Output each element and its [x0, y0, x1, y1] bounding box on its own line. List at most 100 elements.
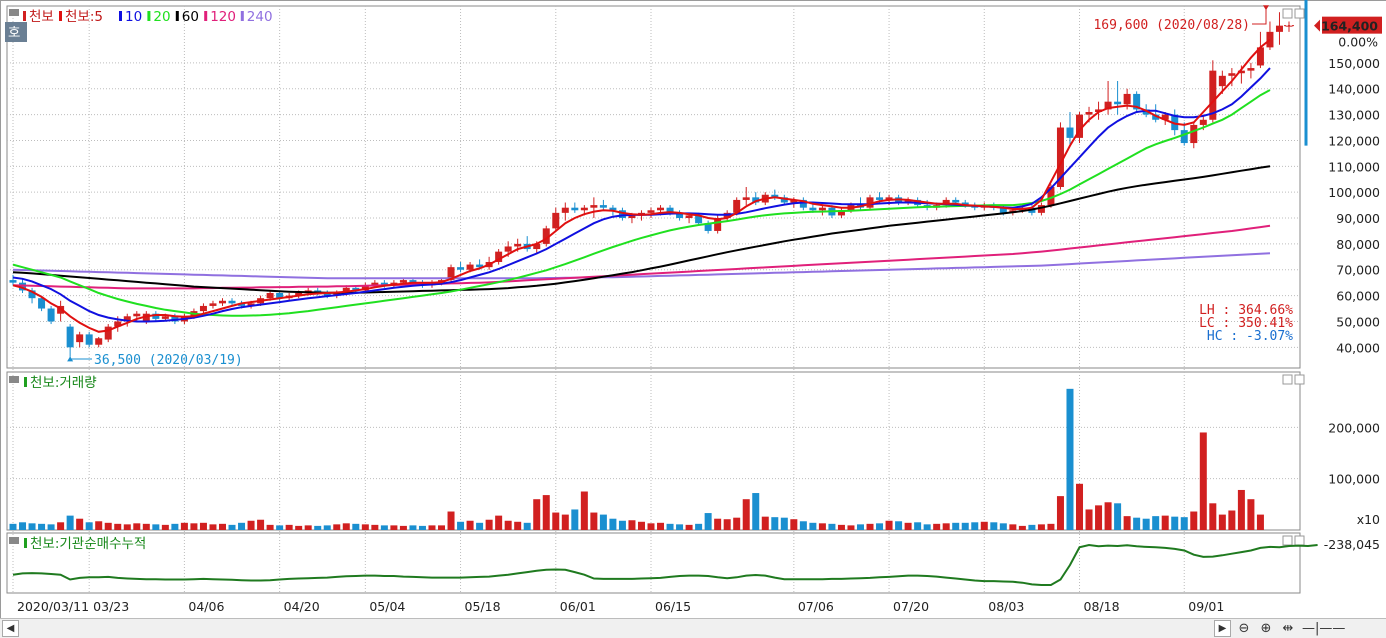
- volume-bar: [1180, 517, 1188, 530]
- legend-swatch: [59, 11, 62, 21]
- zoom-out-icon[interactable]: ⊖: [1238, 621, 1250, 636]
- volume-bar: [561, 514, 569, 530]
- candle-body: [866, 197, 874, 208]
- horizontal-scrollbar[interactable]: ◀ ▶ ⊖ ⊕ ⇹ —|——: [0, 618, 1386, 638]
- institution-panel-frame: [6, 532, 1301, 594]
- volume-bar: [952, 522, 960, 530]
- candle-body: [276, 293, 284, 299]
- date-tick-label: 09/01: [1188, 599, 1224, 614]
- candle: [104, 324, 112, 343]
- date-tick-label: 05/04: [369, 599, 405, 614]
- ma-20-line: [12, 89, 1271, 317]
- candle-body: [161, 316, 169, 319]
- candle: [542, 225, 550, 247]
- low-marker-arrow: [67, 356, 74, 362]
- candle-body: [199, 305, 207, 312]
- volume-bar: [1228, 510, 1236, 530]
- volume-bar: [1142, 518, 1150, 530]
- candle: [837, 207, 845, 219]
- date-tick-label: 04/20: [284, 599, 320, 614]
- candle: [1285, 21, 1293, 32]
- volume-bar: [380, 525, 388, 530]
- candle: [1171, 109, 1179, 136]
- candle-body: [457, 267, 465, 270]
- zoom-in-icon[interactable]: ⊕: [1260, 621, 1272, 636]
- volume-bar: [399, 525, 407, 530]
- high-marker-leader: [1252, 9, 1267, 25]
- current-price-box: [1322, 16, 1382, 34]
- period-icon[interactable]: ⇹: [1282, 621, 1294, 636]
- legend-entry: 60: [182, 9, 199, 25]
- candle-body: [399, 280, 407, 283]
- scroll-left-button[interactable]: ◀: [2, 620, 19, 637]
- legend-entry: 천보:5: [65, 9, 103, 25]
- high-marker-label: 169,600 (2020/08/28): [1093, 18, 1250, 33]
- volume-bar: [57, 522, 65, 530]
- volume-bar: [142, 523, 150, 530]
- volume-bar: [961, 522, 969, 530]
- volume-bar: [790, 519, 798, 530]
- candle-body: [323, 293, 331, 296]
- volume-bar: [428, 525, 436, 530]
- ma-10-line: [12, 67, 1271, 323]
- candle-body: [409, 280, 417, 283]
- volume-bar: [818, 523, 826, 530]
- candle-body: [533, 243, 541, 250]
- stock-chart[interactable]: 천보 천보:5 10 20 60 120 240 호 150,000 140,000 130,000…: [0, 0, 1386, 618]
- restore-icon: [1282, 535, 1293, 546]
- candle: [1152, 104, 1160, 123]
- candle: [752, 192, 760, 206]
- date-tick-label: 08/18: [1084, 599, 1120, 614]
- date-tick-label: 06/15: [655, 599, 691, 614]
- volume-bar: [457, 521, 465, 530]
- candle: [904, 197, 912, 206]
- volume-bar: [1076, 483, 1084, 530]
- volume-bar: [1161, 515, 1169, 530]
- volume-bar: [1256, 514, 1264, 530]
- volume-bar: [485, 519, 493, 530]
- candle: [85, 331, 93, 348]
- volume-bar: [171, 523, 179, 530]
- candle-body: [1142, 109, 1150, 115]
- volume-bar: [1009, 524, 1017, 530]
- candle-body: [571, 207, 579, 211]
- volume-bar: [1104, 502, 1112, 530]
- volume-bar: [866, 523, 874, 530]
- candle-body: [1076, 114, 1084, 138]
- candle: [1114, 80, 1122, 115]
- panel-menu-icon: [9, 9, 19, 16]
- candle: [209, 300, 217, 309]
- volume-bar: [1085, 509, 1093, 530]
- volume-bar: [190, 523, 198, 530]
- grid-lines: [7, 6, 1300, 593]
- candle-body: [704, 223, 712, 231]
- candle-body: [1199, 119, 1207, 125]
- candle-body: [752, 197, 760, 203]
- volume-bar: [114, 523, 122, 530]
- volume-bar: [314, 525, 322, 530]
- volume-tick-label: 200,000: [1328, 420, 1380, 435]
- volume-bar: [695, 523, 703, 530]
- candle-body: [495, 251, 503, 262]
- price-tick-label: 130,000: [1328, 108, 1380, 123]
- zoom-slider[interactable]: —|——: [1302, 621, 1346, 636]
- volume-bar: [771, 517, 779, 530]
- volume-tick-label: 100,000: [1328, 472, 1380, 487]
- candle-body: [695, 215, 703, 224]
- legend-swatch: [24, 377, 27, 387]
- volume-bar: [704, 513, 712, 530]
- candle: [742, 187, 750, 206]
- candle-body: [1085, 112, 1093, 115]
- close-icon: [1294, 8, 1305, 19]
- candle: [47, 305, 55, 325]
- candle-body: [28, 290, 36, 299]
- scroll-right-button[interactable]: ▶: [1214, 620, 1231, 637]
- volume-bar: [847, 525, 855, 530]
- candle: [590, 197, 598, 219]
- candle-body: [1152, 114, 1160, 120]
- candle-body: [47, 308, 55, 322]
- candle: [571, 202, 579, 213]
- volume-bar: [447, 511, 455, 530]
- volume-bar: [304, 525, 312, 530]
- candle-body: [618, 210, 626, 219]
